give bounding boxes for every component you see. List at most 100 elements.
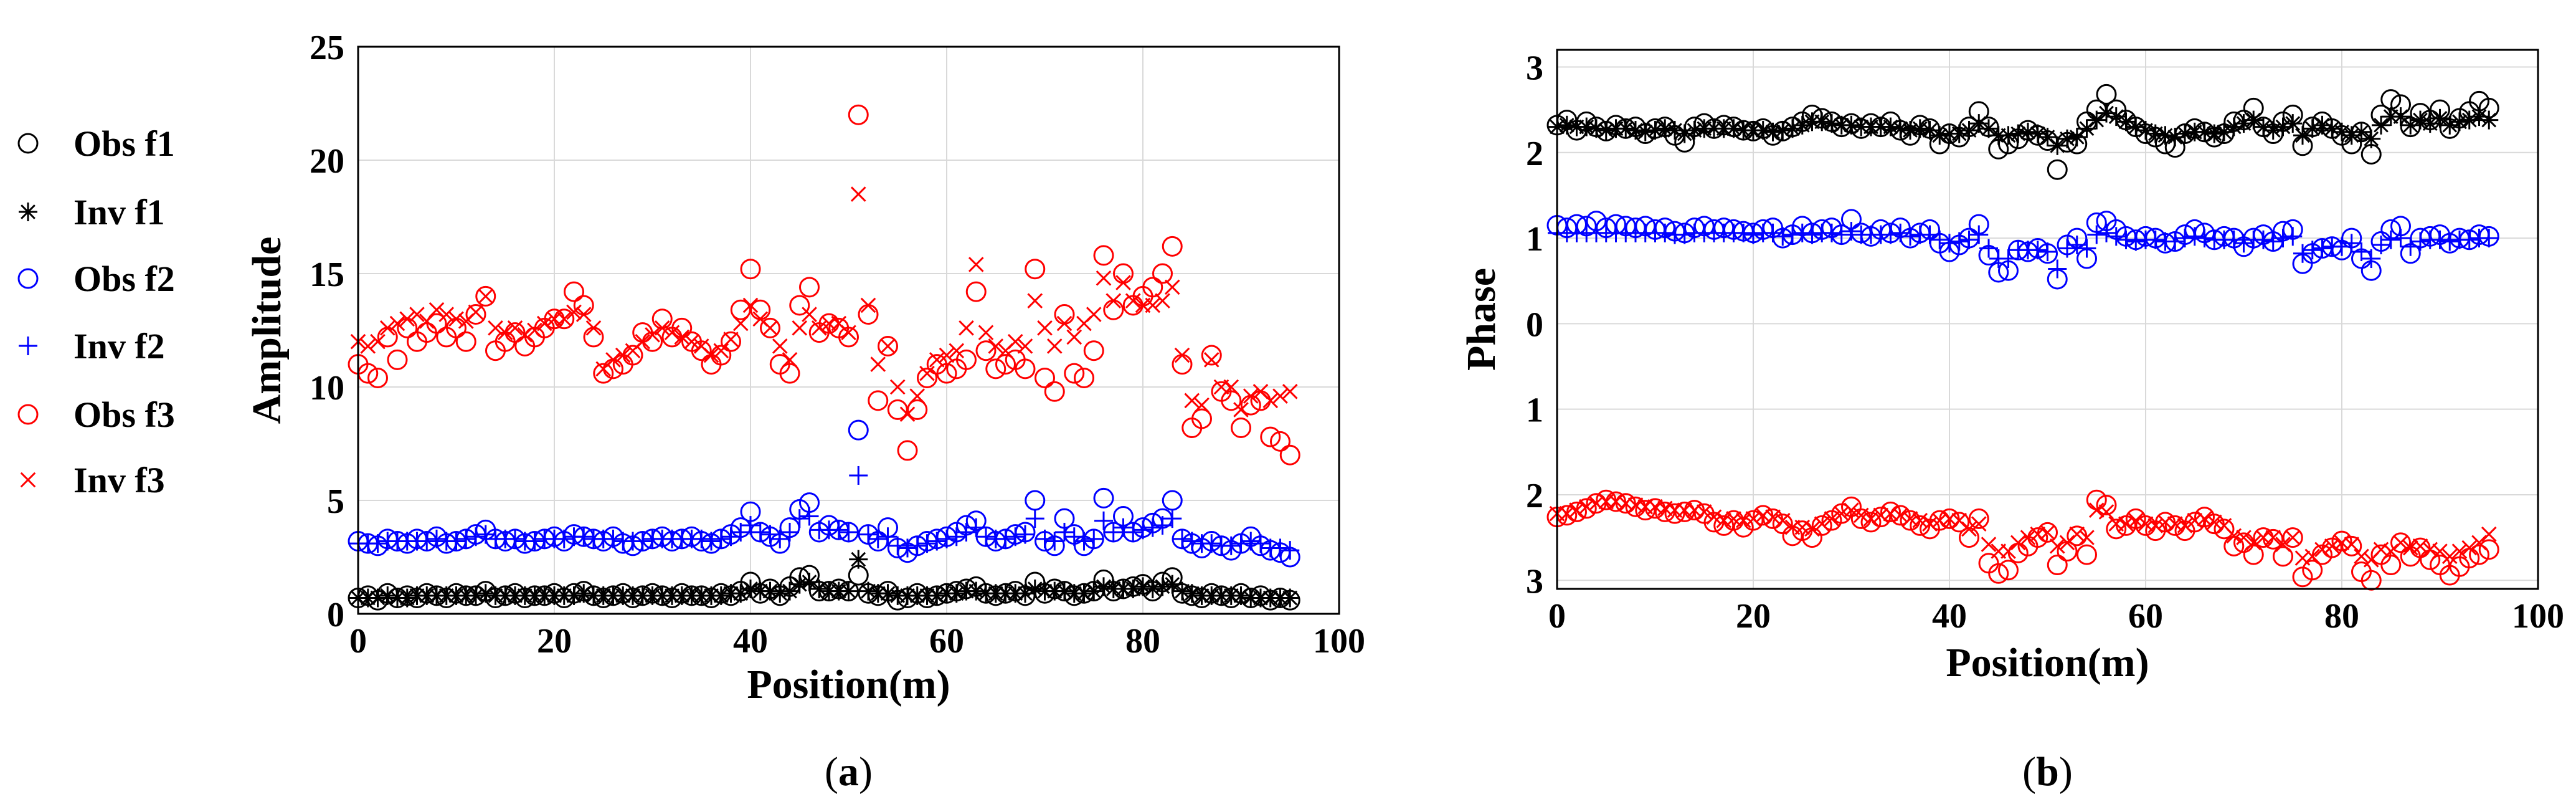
y-tick-labels: 3 2 1 0 1 2 3: [1526, 49, 1543, 601]
data-point: [2079, 530, 2095, 545]
data-point: [829, 520, 848, 540]
data-point: [1971, 516, 1987, 532]
legend-marker-symbol: [17, 404, 39, 425]
data-point: [977, 527, 995, 547]
legend-item: Inv f2: [19, 326, 165, 366]
data-point: [848, 419, 869, 441]
chart-panel-a: 0 20 40 60 80 100 0 5 10 15 20 25 Position(m) Ampl…: [244, 29, 1365, 795]
data-point: [2030, 526, 2046, 542]
data-point: [429, 302, 445, 318]
legend-item: Obs f1: [17, 123, 175, 164]
data-point: [2146, 124, 2165, 143]
data-point: [1260, 426, 1281, 447]
x-tick-label: 80: [2324, 597, 2359, 636]
data-point: [800, 507, 819, 526]
data-point: [1577, 117, 1596, 136]
data-point: [1282, 383, 1298, 399]
series-inv-f3: [350, 186, 1298, 422]
data-point: [1999, 249, 2018, 269]
data-point: [1744, 225, 1763, 244]
data-point: [2096, 84, 2117, 105]
data-point: [2118, 516, 2134, 532]
data-point: [880, 338, 896, 354]
data-point: [2009, 124, 2028, 143]
data-point: [898, 538, 917, 558]
data-point: [1646, 121, 1665, 140]
data-point: [790, 509, 809, 528]
data-point: [967, 518, 986, 537]
data-point: [770, 529, 790, 548]
data-point: [1106, 293, 1122, 308]
data-point: [399, 311, 415, 327]
data-point: [1734, 223, 1753, 242]
series-inv-f2: [349, 466, 1300, 560]
panel-label-letter: a: [838, 749, 859, 795]
data-point: [2197, 511, 2212, 527]
data-point: [919, 365, 935, 381]
data-point: [409, 307, 425, 322]
data-point: [870, 356, 886, 372]
data-point: [497, 325, 513, 340]
data-point: [2390, 532, 2411, 553]
data-point: [1824, 511, 1840, 527]
data-point: [721, 527, 741, 547]
data-point: [1763, 122, 1783, 141]
data-point: [1103, 299, 1124, 320]
data-point: [1044, 381, 1065, 402]
data-point: [1773, 121, 1792, 140]
data-point: [674, 329, 690, 345]
data-point: [2049, 538, 2065, 554]
data-point: [841, 325, 856, 340]
data-point: [2116, 230, 2136, 249]
x-axis-label: Position(m): [747, 662, 950, 707]
data-point: [1930, 230, 1949, 249]
data-point: [2067, 525, 2088, 547]
data-point: [1811, 515, 1832, 536]
data-point: [2067, 236, 2086, 255]
data-point: [1201, 345, 1222, 366]
data-point: [448, 311, 464, 327]
data-point: [917, 534, 937, 553]
data-point: [1892, 507, 1908, 523]
data-point: [780, 581, 799, 601]
data-point: [1557, 115, 1576, 135]
data-point: [2430, 230, 2450, 249]
data-point: [360, 338, 376, 354]
data-point: [1064, 527, 1084, 547]
data-point: [839, 522, 858, 542]
data-point: [1035, 529, 1054, 548]
data-point: [1096, 270, 1112, 286]
data-point: [1765, 509, 1781, 525]
y-tick-label: 5: [327, 482, 344, 521]
data-point: [800, 573, 819, 592]
data-point: [1981, 537, 1997, 552]
data-point: [1164, 279, 1180, 295]
data-point: [367, 367, 388, 388]
data-point: [387, 349, 408, 370]
data-point: [897, 440, 918, 461]
plot-frame: [1556, 49, 2539, 590]
data-point: [2020, 530, 2036, 545]
legend-marker-symbol: [17, 268, 39, 289]
data-point: [849, 550, 868, 569]
data-point: [1959, 121, 1979, 140]
data-point: [850, 186, 866, 202]
data-point: [772, 338, 788, 354]
data-point: [1961, 521, 1977, 537]
data-point: [721, 331, 741, 352]
data-point: [2303, 241, 2322, 260]
y-tick-label: 0: [327, 596, 344, 634]
data-point: [2236, 530, 2252, 545]
data-point: [2010, 535, 2026, 551]
data-point: [1045, 532, 1064, 551]
data-point: [1017, 338, 1033, 354]
data-point: [929, 352, 945, 368]
data-point: [751, 522, 770, 542]
data-point: [1566, 501, 1587, 522]
data-point: [615, 347, 631, 363]
data-point: [975, 340, 997, 361]
data-point: [427, 529, 446, 548]
data-point: [703, 347, 719, 363]
data-point: [1125, 293, 1141, 308]
data-point: [2233, 532, 2254, 553]
